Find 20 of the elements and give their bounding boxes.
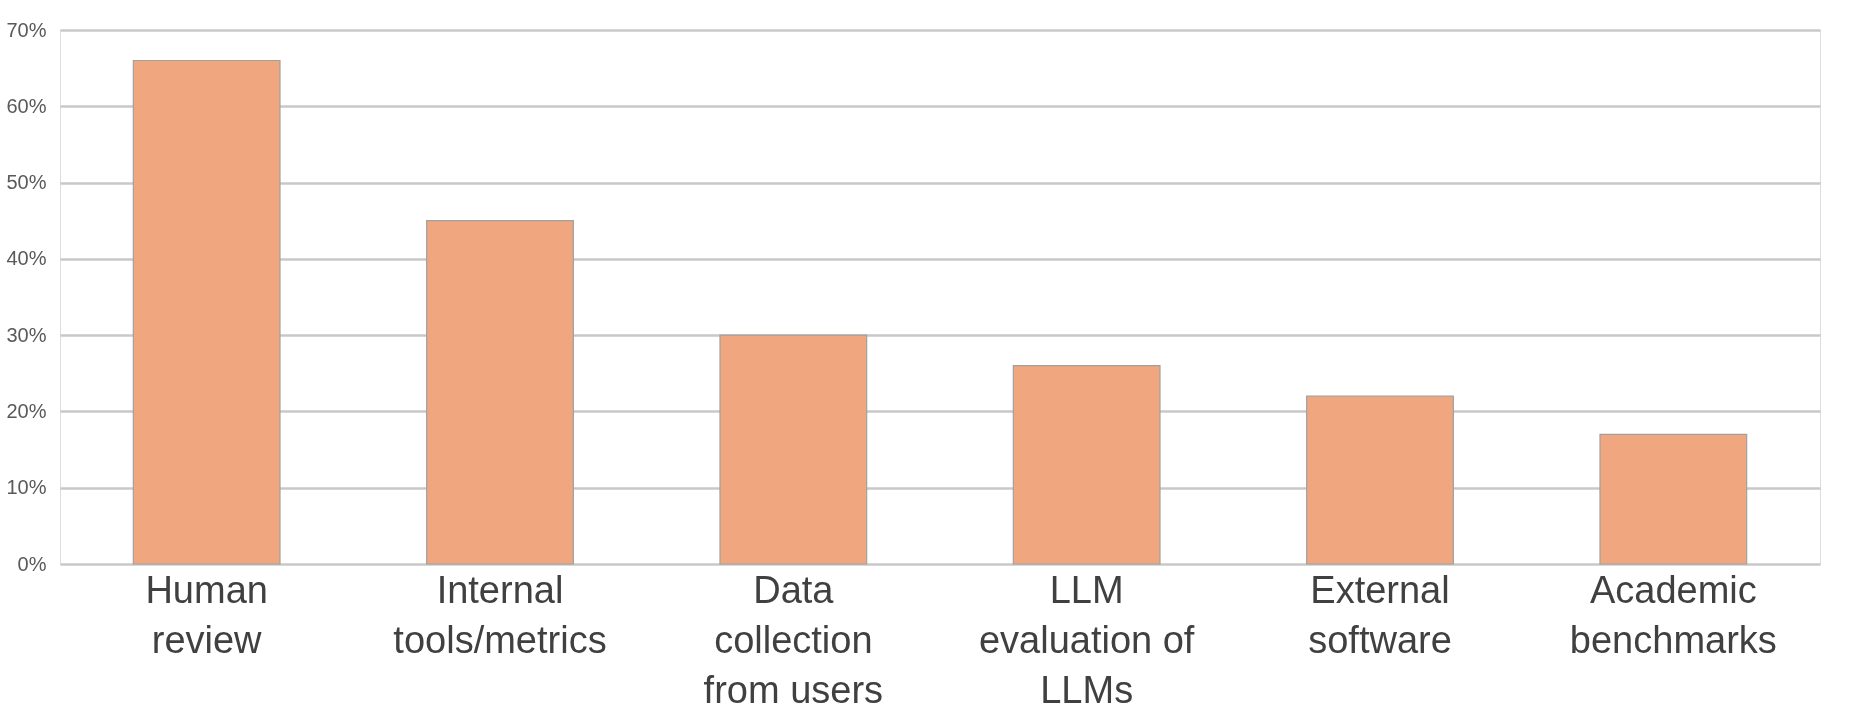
y-tick-label: 20% [6, 399, 47, 422]
bar [426, 220, 574, 565]
bar [1012, 365, 1161, 565]
y-tick-label: 70% [6, 18, 47, 41]
x-tick-label: Data collection from users [703, 568, 884, 711]
y-tick-label: 10% [6, 476, 47, 499]
bar [1599, 433, 1748, 565]
x-tick-label: Human review [145, 568, 268, 661]
x-tick-label: LLM evaluation of LLMs [978, 568, 1195, 711]
bar [132, 59, 281, 565]
x-tick-label: Academic benchmarks [1569, 568, 1777, 661]
y-tick-label: 60% [6, 94, 47, 117]
x-tick-label: External software [1308, 568, 1452, 661]
y-tick-label: 50% [6, 171, 47, 194]
y-tick-label: 40% [6, 247, 47, 270]
x-tick-label: Internal tools/metrics [393, 568, 607, 661]
y-tick-label: 30% [6, 323, 47, 346]
y-tick-label: 0% [17, 552, 47, 575]
bar [1306, 395, 1454, 565]
bar [719, 334, 868, 565]
